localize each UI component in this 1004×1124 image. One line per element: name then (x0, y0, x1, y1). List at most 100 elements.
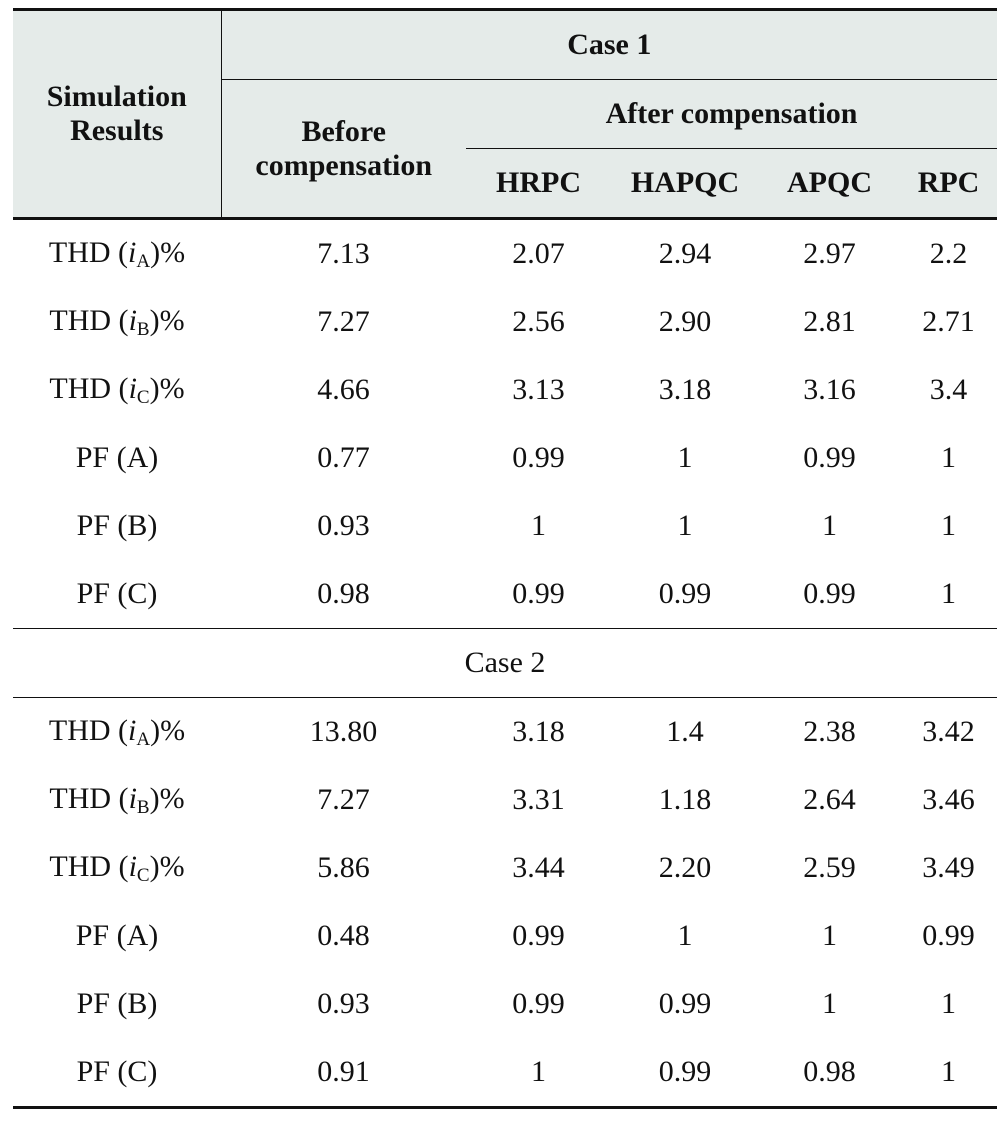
row-label-text: PF (C) (76, 1055, 158, 1088)
value-cell: 3.4 (929, 373, 968, 406)
value-cell: 3.18 (512, 715, 565, 748)
table-header: Simulation Results Case 1 Before compens… (13, 8, 998, 220)
current-variable: i (128, 849, 137, 883)
current-variable: i (128, 235, 137, 269)
value-cell: 0.99 (512, 441, 565, 474)
row-label: PF (C) (13, 560, 221, 629)
phase-subscript: B (136, 796, 150, 818)
row-label-text: PF (A) (75, 919, 159, 952)
table-row: PF (C) 0.98 0.99 0.99 0.99 1 (13, 560, 997, 629)
row-label-suffix: )% (149, 303, 185, 337)
value-cell: 0.93 (317, 987, 370, 1020)
value-cell: 5.86 (317, 851, 370, 884)
phase-subscript: C (136, 864, 150, 886)
value-cell: 3.18 (658, 373, 712, 406)
table-body: THD (iA)% 7.13 2.07 2.94 2.97 2.2 THD (iB)% 7.2… (13, 219, 998, 1109)
value-cell: 7.27 (317, 305, 370, 338)
value-cell: 2.81 (803, 305, 856, 338)
case1-header: Case 1 (220, 8, 998, 80)
row-label-suffix: )% (149, 849, 185, 883)
method-header-apqc: APQC (759, 148, 900, 220)
value-cell: 1.4 (666, 715, 704, 748)
phase-subscript: C (136, 386, 150, 408)
value-cell: 0.99 (512, 577, 565, 610)
case2-title: Case 2 (13, 628, 998, 698)
row-label-text: THD ( (49, 849, 129, 883)
value-cell: 1 (822, 919, 837, 952)
phase-subscript: B (136, 318, 150, 340)
value-cell: 4.66 (317, 373, 370, 406)
row-label-text: THD ( (49, 781, 129, 815)
value-cell: 3.13 (512, 373, 565, 406)
current-variable: i (128, 781, 137, 815)
value-cell: 0.99 (658, 987, 712, 1020)
value-cell: 2.07 (512, 237, 565, 270)
row-label: THD (iA)% (13, 698, 221, 767)
value-cell: 7.27 (317, 783, 370, 816)
value-cell: 2.94 (658, 237, 712, 270)
value-cell: 0.93 (317, 509, 370, 542)
value-cell: 3.42 (922, 715, 975, 748)
table-row: THD (iB)% 7.27 2.56 2.90 2.81 2.71 (13, 288, 997, 356)
row-label: THD (iB)% (13, 288, 221, 356)
value-cell: 2.97 (803, 237, 856, 270)
value-cell: 0.99 (922, 919, 975, 952)
value-cell: 1 (822, 987, 837, 1020)
value-cell: 1 (941, 577, 957, 610)
value-cell: 0.91 (221, 1038, 466, 1109)
row-label: PF (A) (13, 424, 221, 492)
value-cell: 2.71 (922, 305, 975, 338)
table-row: PF (B) 0.93 0.99 0.99 1 1 (13, 970, 997, 1038)
value-cell: 0.77 (317, 441, 370, 474)
value-cell: 0.99 (611, 1038, 759, 1109)
method-header-hapqc: HAPQC (611, 148, 759, 220)
value-cell: 2.56 (512, 305, 565, 338)
row-label-text: PF (A) (75, 441, 159, 474)
value-cell: 2.20 (658, 851, 712, 884)
table-row: THD (iB)% 7.27 3.31 1.18 2.64 3.46 (13, 766, 997, 834)
value-cell: 0.98 (759, 1038, 900, 1109)
value-cell: 1 (941, 987, 957, 1020)
table-row: THD (iA)% 7.13 2.07 2.94 2.97 2.2 (13, 219, 997, 289)
table-row: THD (iA)% 13.80 3.18 1.4 2.38 3.42 (13, 698, 997, 767)
current-variable: i (128, 303, 137, 337)
simulation-results-table: Simulation Results Case 1 Before compens… (13, 8, 998, 1109)
value-cell: 3.46 (922, 783, 975, 816)
value-cell: 1 (677, 441, 693, 474)
value-cell: 3.44 (512, 851, 565, 884)
phase-subscript: A (136, 728, 151, 750)
stub-header: Simulation Results (13, 8, 221, 220)
current-variable: i (128, 371, 137, 405)
row-label-text: THD ( (49, 303, 129, 337)
table-row: THD (iC)% 5.86 3.44 2.20 2.59 3.49 (13, 834, 997, 902)
value-cell: 0.99 (803, 577, 856, 610)
row-label-text: THD ( (48, 235, 129, 269)
value-cell: 3.49 (922, 851, 975, 884)
row-label: PF (B) (13, 970, 221, 1038)
table-row: PF (A) 0.48 0.99 1 1 0.99 (13, 902, 997, 970)
row-label: THD (iA)% (13, 219, 221, 289)
method-header-rpc: RPC (900, 148, 998, 220)
value-cell: 1 (822, 509, 837, 542)
value-cell: 1 (941, 509, 957, 542)
row-label: PF (A) (13, 902, 221, 970)
value-cell: 0.99 (658, 577, 712, 610)
value-cell: 1 (677, 509, 693, 542)
row-label: THD (iC)% (13, 356, 221, 424)
value-cell: 1 (677, 919, 693, 952)
value-cell: 3.16 (803, 373, 856, 406)
current-variable: i (128, 713, 137, 747)
value-cell: 3.31 (512, 783, 565, 816)
value-cell: 0.99 (512, 919, 565, 952)
value-cell: 0.99 (512, 987, 565, 1020)
value-cell: 2.64 (803, 783, 856, 816)
value-cell: 2.2 (929, 237, 968, 270)
row-label: PF (C) (13, 1038, 221, 1109)
value-cell: 1.18 (658, 783, 712, 816)
value-cell: 0.48 (317, 919, 370, 952)
value-cell: 1 (900, 1038, 998, 1109)
row-label-text: PF (B) (76, 987, 158, 1020)
row-label-text: THD ( (48, 713, 129, 747)
row-label-suffix: )% (150, 713, 186, 747)
method-header-hrpc: HRPC (466, 148, 611, 220)
